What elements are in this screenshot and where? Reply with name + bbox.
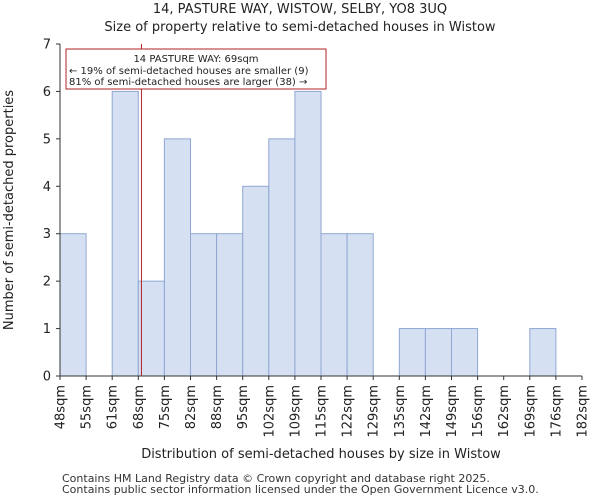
bar-142sqm (424, 328, 452, 377)
x-tick-label: 182sqm (576, 385, 591, 438)
bar-109sqm (294, 90, 322, 377)
x-tick-label: 169sqm (523, 385, 538, 438)
annotation-title: 14 PASTURE WAY: 69sqm (133, 54, 258, 65)
y-tick-label: 5 (43, 132, 51, 147)
footer-copyright: Contains HM Land Registry data © Crown c… (62, 472, 490, 485)
x-tick-label: 156sqm (471, 385, 486, 438)
bar-169sqm (529, 328, 557, 377)
x-tick-label: 115sqm (315, 385, 330, 438)
bar-68sqm (137, 280, 165, 377)
chart-subtitle: Size of property relative to semi-detach… (104, 20, 496, 35)
y-tick-label: 6 (43, 85, 51, 100)
annotation-larger: 81% of semi-detached houses are larger (… (69, 77, 307, 88)
bar-149sqm (451, 328, 479, 377)
x-tick-label: 75sqm (158, 385, 173, 429)
x-axis-label: Distribution of semi-detached houses by … (141, 447, 501, 462)
x-tick-label: 142sqm (419, 385, 434, 438)
y-tick-label: 7 (43, 38, 51, 53)
chart-title: 14, PASTURE WAY, WISTOW, SELBY, YO8 3UQ (152, 2, 448, 17)
x-tick-label: 176sqm (549, 385, 564, 438)
x-tick-label: 68sqm (132, 385, 147, 429)
x-tick-label: 122sqm (341, 385, 356, 438)
y-tick-label: 4 (43, 180, 51, 195)
x-tick-label: 48sqm (54, 385, 69, 429)
bar-115sqm (320, 233, 348, 377)
bar-95sqm (242, 185, 270, 377)
x-tick-label: 129sqm (367, 385, 382, 438)
bar-122sqm (346, 233, 374, 377)
footer-licence: Contains public sector information licen… (62, 483, 539, 496)
bar-82sqm (190, 233, 218, 377)
x-tick-label: 149sqm (445, 385, 460, 438)
bar-102sqm (268, 138, 296, 377)
x-tick-label: 135sqm (393, 385, 408, 438)
y-tick-label: 2 (43, 275, 51, 290)
x-tick-label: 82sqm (184, 385, 199, 429)
bar-48sqm (59, 233, 87, 377)
y-tick-label: 0 (43, 370, 51, 385)
annotation-box (65, 48, 327, 90)
bar-chart: 0 1 2 3 4 5 6 7 48sqm 55sqm 61sqm 68sqm 75sqm 82sqm 88… (2, 38, 591, 463)
x-tick-label: 109sqm (288, 385, 303, 438)
x-tick-label: 88sqm (210, 385, 225, 429)
y-tick-label: 3 (43, 227, 51, 242)
x-tick-label: 162sqm (497, 385, 512, 438)
bar-61sqm (111, 90, 139, 377)
bar-88sqm (216, 233, 244, 377)
x-tick-label: 102sqm (262, 385, 277, 438)
bar-75sqm (163, 138, 191, 377)
x-tick-label: 61sqm (106, 385, 121, 429)
x-tick-label: 95sqm (236, 385, 251, 429)
annotation-smaller: ← 19% of semi-detached houses are smalle… (69, 66, 309, 77)
x-tick-label: 55sqm (80, 385, 95, 429)
y-tick-label: 1 (43, 322, 51, 337)
bar-135sqm (398, 328, 426, 377)
y-axis-label: Number of semi-detached properties (2, 90, 17, 330)
